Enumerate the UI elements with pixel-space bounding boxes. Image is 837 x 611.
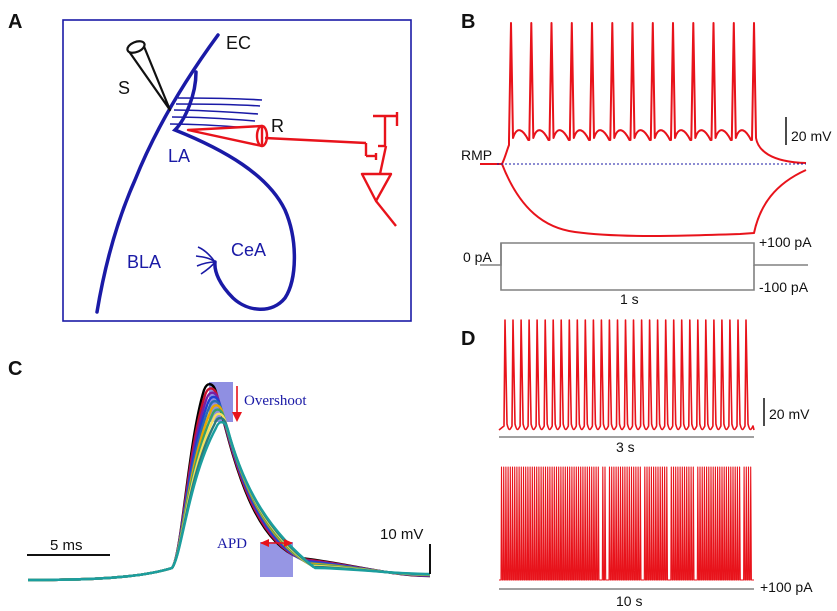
- apd-label: APD: [217, 536, 247, 552]
- label-ec: EC: [226, 33, 251, 53]
- la-cea-outline: [171, 70, 297, 311]
- rmp-label: RMP: [461, 147, 492, 163]
- label-la: LA: [168, 146, 190, 166]
- label-r: R: [271, 116, 284, 136]
- panel-a-frame: [62, 19, 412, 322]
- time-3s-label: 3 s: [616, 439, 635, 455]
- panel-d-letter: D: [461, 328, 475, 350]
- action-potential-trace-10: [27, 421, 431, 582]
- action-potential-trace-4: [27, 395, 431, 582]
- current-100pa-label: +100 pA: [760, 579, 813, 595]
- current-zero-label: 0 pA: [463, 249, 492, 265]
- panel-c-traces: [27, 383, 431, 582]
- current-plus-label: +100 pA: [759, 234, 812, 250]
- label-bla: BLA: [127, 252, 161, 272]
- panel-a-letter: A: [8, 11, 22, 33]
- overshoot-arrow: [232, 386, 242, 422]
- repetitive-firing-trace-10s: [499, 466, 754, 581]
- external-capsule-line: [95, 33, 220, 314]
- fiber-bundle: [169, 97, 263, 129]
- panel-c-letter: C: [8, 358, 22, 380]
- panel-d-bottom-trace: [499, 466, 754, 581]
- repetitive-firing-trace-3s: [498, 319, 755, 431]
- stimulating-electrode: [126, 40, 172, 112]
- current-minus-label: -100 pA: [759, 279, 809, 295]
- time-1s-label: 1 s: [620, 291, 639, 307]
- brain-schematic: [95, 33, 297, 314]
- panel-b-scale-label: 20 mV: [791, 128, 832, 144]
- panel-d-top-trace: [498, 319, 755, 431]
- apd-arrow: [260, 539, 293, 547]
- panel-b-current-step: [480, 242, 808, 291]
- time-10s-label: 10 s: [616, 593, 642, 609]
- time-scale-label: 5 ms: [50, 537, 83, 554]
- spiking-response-trace: [480, 22, 807, 165]
- label-cea: CeA: [231, 240, 266, 260]
- panel-b-traces: [480, 22, 807, 237]
- recording-electrode: [186, 124, 378, 160]
- neuron-symbol: [360, 112, 399, 227]
- voltage-scale-label: 10 mV: [380, 526, 423, 543]
- overshoot-label: Overshoot: [244, 393, 307, 409]
- hyperpolarizing-response-trace: [501, 163, 807, 237]
- action-potential-trace-5: [27, 399, 431, 582]
- bla-branches: [195, 246, 216, 275]
- panel-b-letter: B: [461, 11, 475, 33]
- panel-d-scale-label: 20 mV: [769, 406, 810, 422]
- label-s: S: [118, 78, 130, 98]
